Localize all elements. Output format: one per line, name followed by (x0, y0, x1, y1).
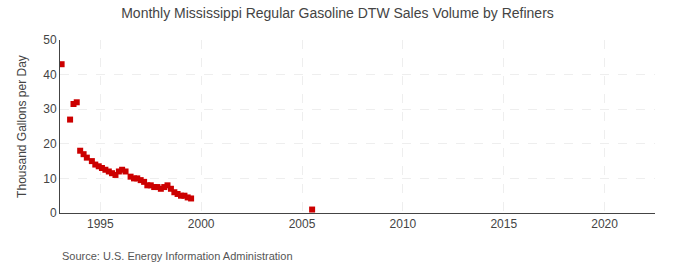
svg-text:2005: 2005 (289, 217, 316, 231)
svg-text:10: 10 (43, 172, 57, 186)
svg-text:Thousand Gallons per Day: Thousand Gallons per Day (15, 55, 29, 198)
svg-text:2010: 2010 (390, 217, 417, 231)
svg-text:Monthly Mississippi Regular Ga: Monthly Mississippi Regular Gasoline DTW… (121, 5, 554, 21)
svg-text:1995: 1995 (87, 217, 114, 231)
svg-text:2015: 2015 (490, 217, 517, 231)
svg-text:2020: 2020 (591, 217, 618, 231)
svg-text:30: 30 (43, 102, 57, 116)
svg-text:20: 20 (43, 137, 57, 151)
svg-text:2000: 2000 (188, 217, 215, 231)
svg-text:50: 50 (43, 33, 57, 47)
svg-text:0: 0 (50, 206, 57, 220)
svg-text:Source: U.S. Energy Informatio: Source: U.S. Energy Information Administ… (62, 250, 293, 262)
svg-text:40: 40 (43, 68, 57, 82)
